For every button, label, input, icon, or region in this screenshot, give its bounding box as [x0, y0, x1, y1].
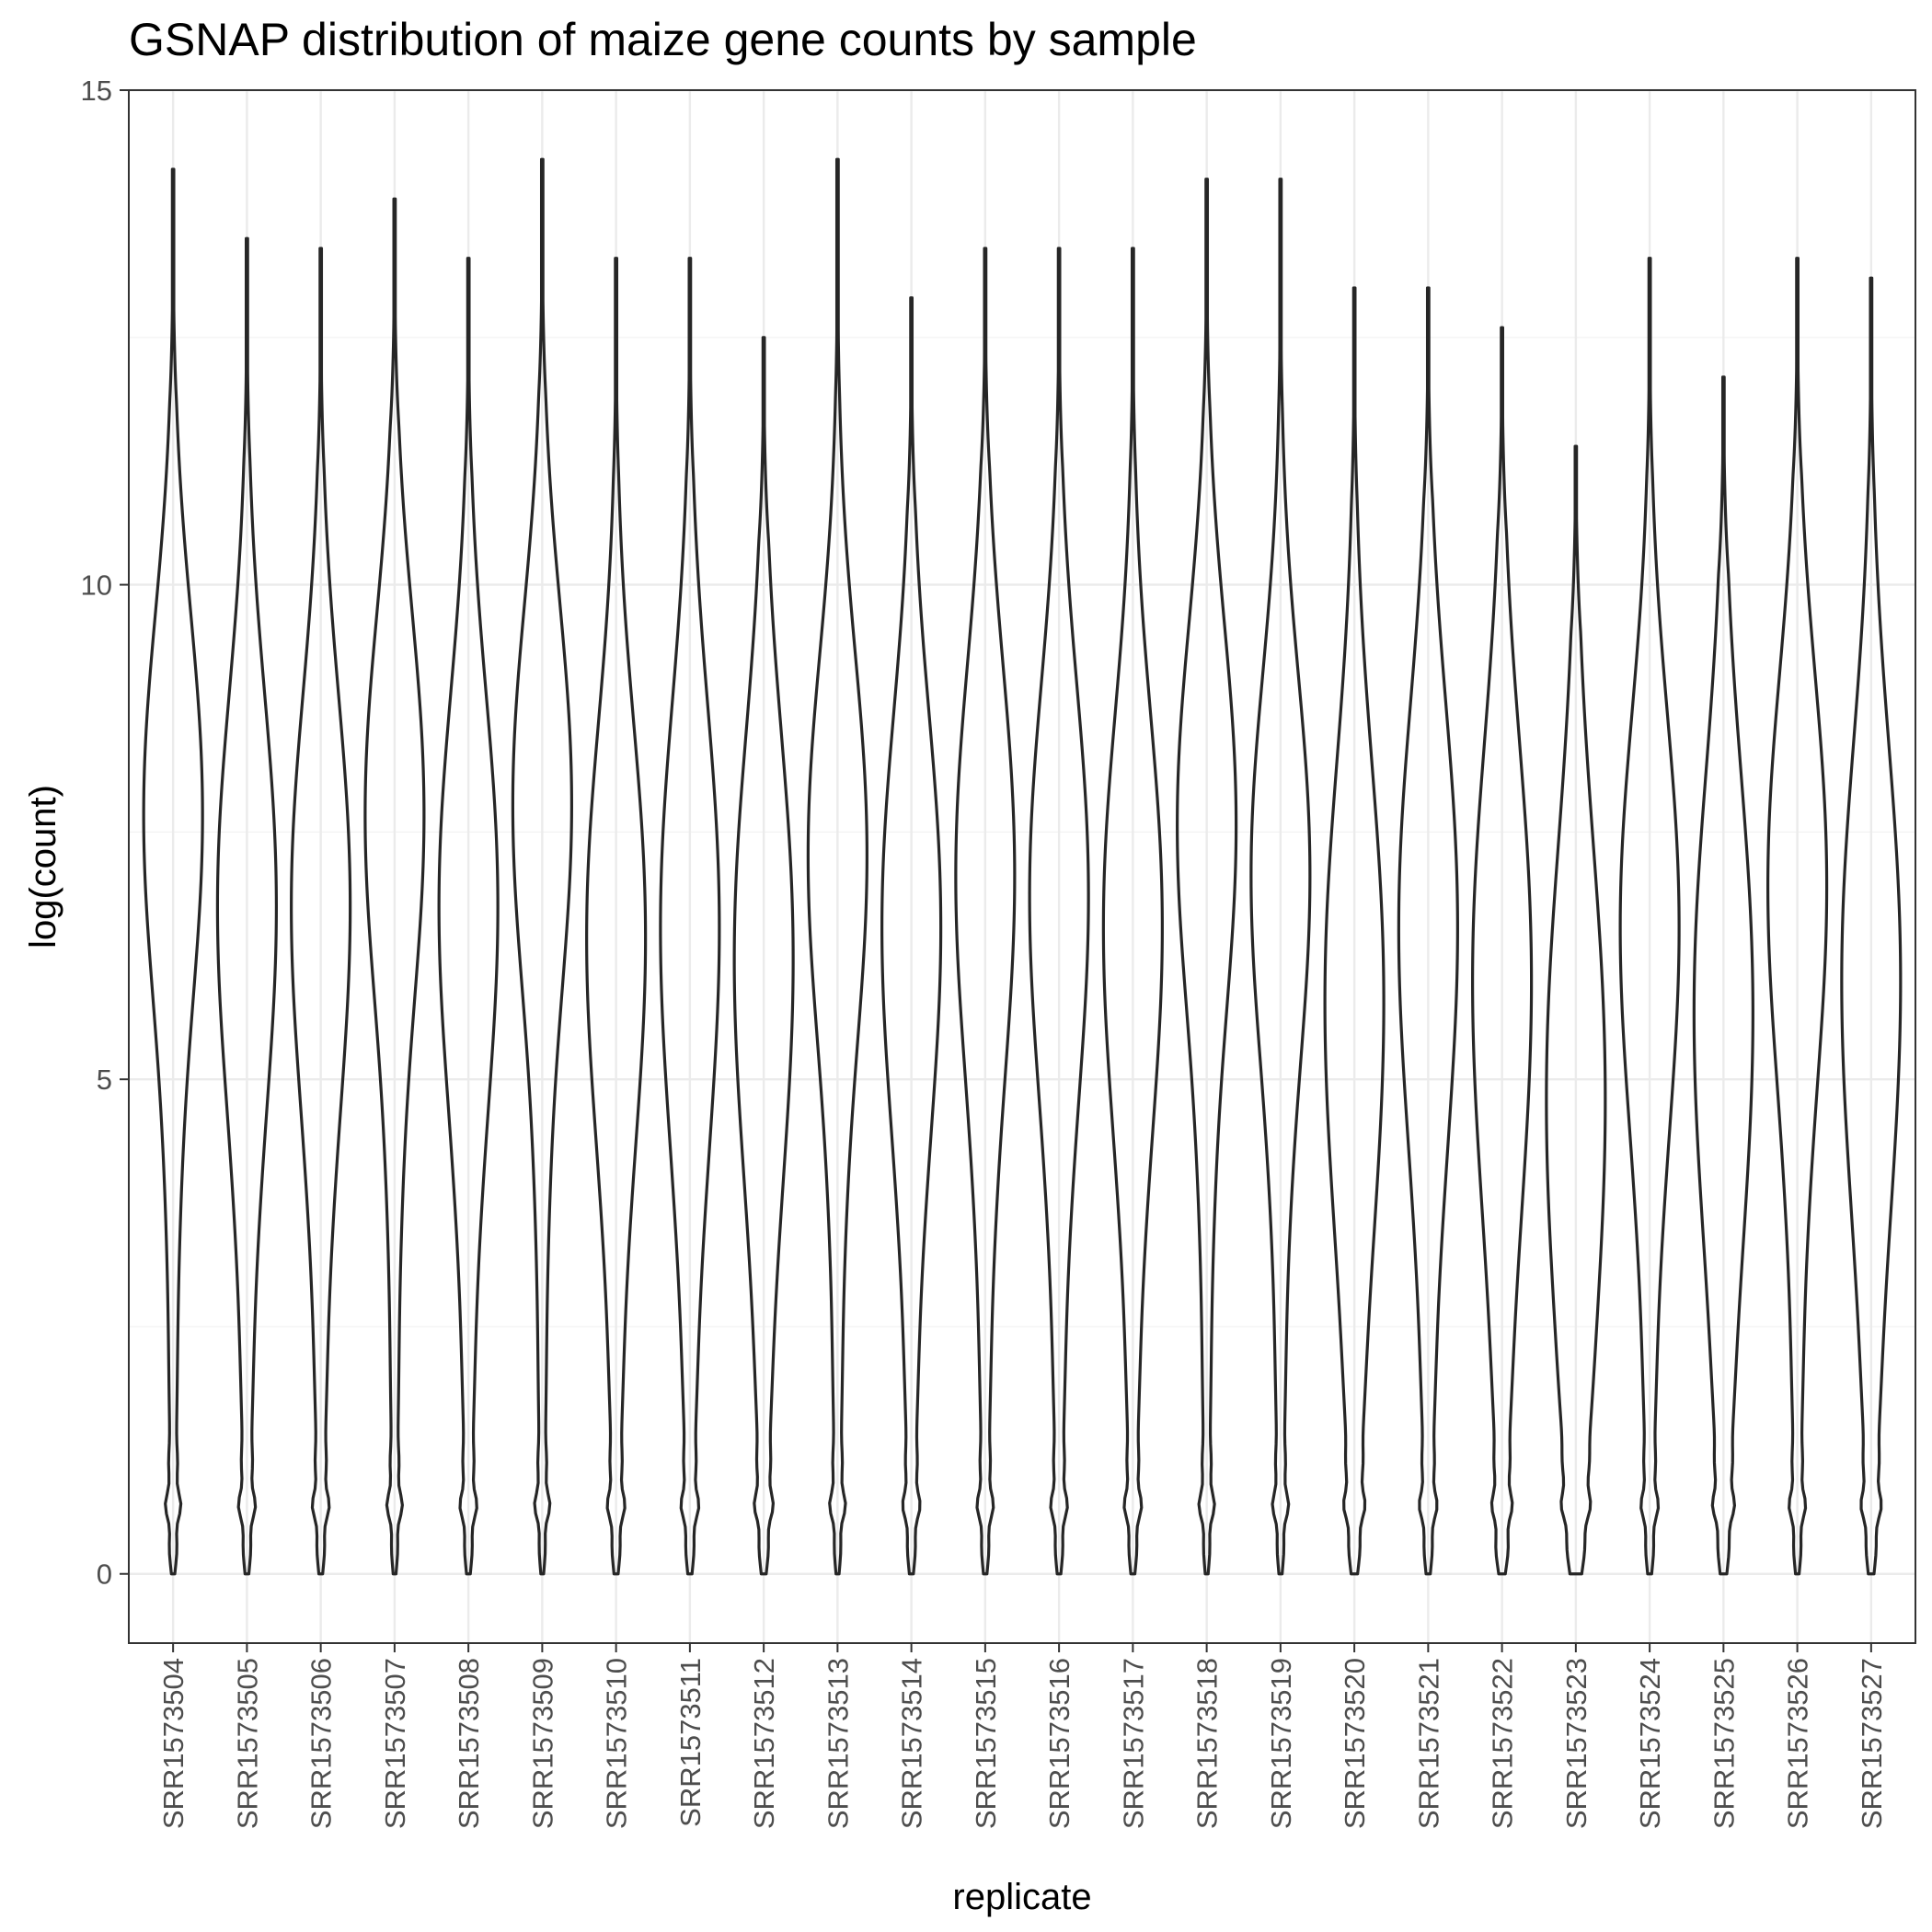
x-tick-label: SRR1573523 [1560, 1658, 1593, 1829]
x-tick-label: SRR1573507 [379, 1658, 411, 1829]
x-tick-label: SRR1573512 [748, 1658, 780, 1829]
x-tick-label: SRR1573524 [1634, 1658, 1666, 1829]
violin-SRR1573504 [142, 167, 204, 1576]
violin-SRR1573525 [1692, 375, 1754, 1576]
chart-title: GSNAP distribution of maize gene counts … [129, 14, 1197, 65]
x-tick-label: SRR1573510 [601, 1658, 633, 1829]
violin-SRR1573526 [1766, 257, 1829, 1576]
x-axis-ticks: SRR1573504 SRR1573505 SRR1573506 SRR1573507… [157, 1643, 1888, 1829]
x-tick-label: SRR1573522 [1487, 1658, 1519, 1829]
violin-SRR1573508 [437, 257, 500, 1576]
x-tick-label: SRR1573525 [1708, 1658, 1740, 1829]
x-tick-label: SRR1573508 [453, 1658, 485, 1829]
x-axis-title: replicate [952, 1877, 1091, 1917]
violin-SRR1573517 [1101, 247, 1164, 1576]
violin-SRR1573513 [806, 157, 868, 1576]
x-tick-label: SRR1573520 [1339, 1658, 1371, 1829]
y-tick-label: 15 [81, 75, 112, 107]
x-tick-label: SRR1573511 [674, 1658, 707, 1827]
x-tick-label: SRR1573514 [896, 1658, 928, 1829]
violin-SRR1573507 [363, 197, 426, 1576]
violin-SRR1573509 [511, 157, 573, 1576]
x-tick-label: SRR1573517 [1117, 1658, 1149, 1829]
x-tick-label: SRR1573513 [822, 1658, 854, 1829]
violin-SRR1573524 [1618, 257, 1681, 1576]
x-tick-label: SRR1573509 [526, 1658, 558, 1829]
violin-SRR1573515 [954, 247, 1017, 1576]
violin-SRR1573522 [1471, 326, 1534, 1576]
violin-SRR1573518 [1176, 178, 1238, 1576]
x-tick-label: SRR1573506 [305, 1658, 338, 1829]
x-tick-label: SRR1573515 [970, 1658, 1002, 1829]
violin-SRR1573505 [215, 236, 278, 1576]
x-tick-label: SRR1573521 [1412, 1658, 1444, 1829]
x-tick-label: SRR1573527 [1856, 1658, 1888, 1829]
x-tick-label: SRR1573518 [1191, 1658, 1224, 1829]
violin-SRR1573512 [732, 336, 795, 1576]
violin-SRR1573510 [585, 257, 648, 1576]
violin-SRR1573519 [1249, 178, 1312, 1576]
violin-SRR1573516 [1028, 247, 1090, 1576]
x-tick-label: SRR1573516 [1043, 1658, 1075, 1829]
violin-SRR1573521 [1397, 286, 1459, 1576]
x-tick-label: SRR1573526 [1782, 1658, 1814, 1829]
violin-SRR1573523 [1545, 444, 1607, 1576]
y-axis-title: log(count) [23, 785, 63, 949]
violins [142, 157, 1903, 1576]
y-tick-label: 5 [97, 1064, 112, 1096]
violin-SRR1573514 [880, 296, 943, 1576]
violin-SRR1573506 [290, 247, 352, 1576]
x-tick-label: SRR1573519 [1265, 1658, 1297, 1829]
y-tick-label: 0 [97, 1558, 112, 1591]
x-tick-label: SRR1573505 [231, 1658, 263, 1829]
violin-SRR1573527 [1840, 276, 1903, 1576]
violin-SRR1573520 [1323, 286, 1386, 1576]
y-tick-label: 10 [81, 569, 112, 602]
y-axis-ticks: 0 5 10 15 [81, 75, 129, 1591]
violin-SRR1573511 [659, 257, 721, 1576]
panel-border [128, 89, 1916, 1644]
x-tick-label: SRR1573504 [157, 1658, 190, 1829]
